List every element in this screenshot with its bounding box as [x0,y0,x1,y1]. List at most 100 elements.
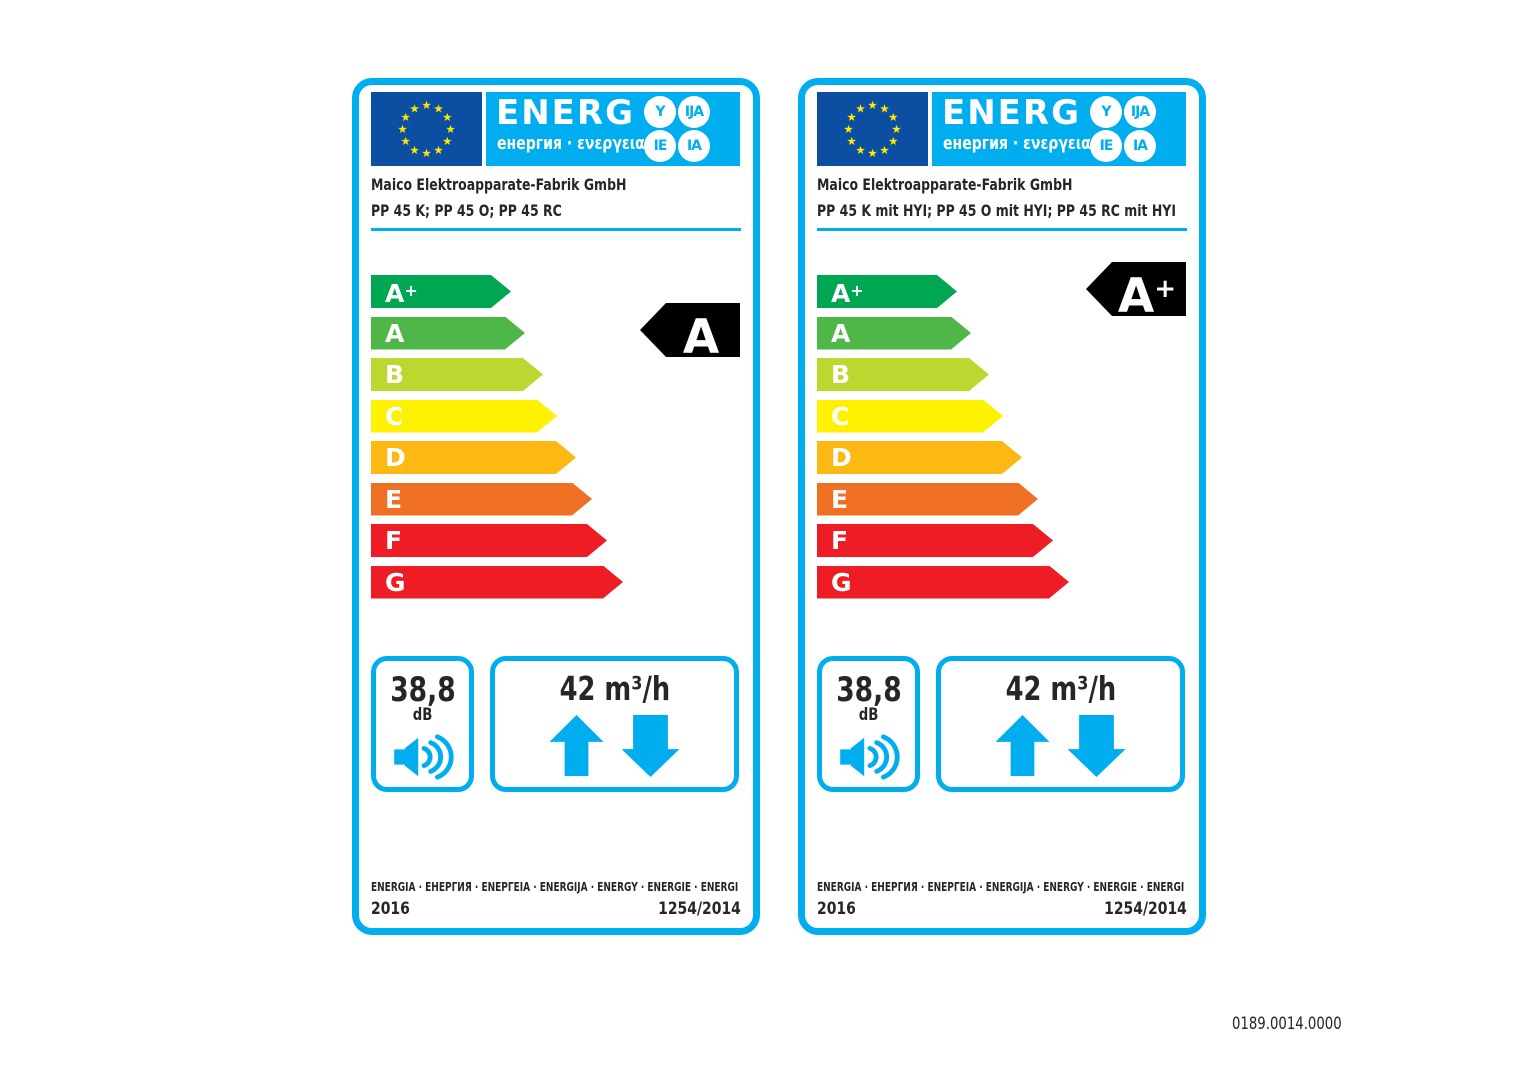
eu-star-icon: ★ [409,101,419,115]
scale-grade-label: E [831,484,849,514]
eu-star-icon: ★ [855,101,865,115]
eu-flag-icon: ★ ★★★★★★★★★★★ [817,92,928,166]
eu-star-icon: ★ [442,110,452,124]
footer-meta: 2016 1254/2014 [817,899,1187,919]
eu-flag-background [817,92,928,166]
eu-star-icon: ★ [888,110,898,124]
speaker-icon [393,734,454,780]
noise-box: 38,8 dB [817,656,920,792]
scale-bar-a: A [817,317,971,350]
scale-grade-label: B [831,360,851,389]
rating-letter: A [682,310,720,365]
eu-star-icon: ★ [401,134,411,148]
lang-circle-ia: IA [1124,130,1156,162]
airflow-box: 42 m³/h [490,656,739,792]
scale-grade-label: G [385,567,406,597]
airflow-box: 42 m³/h [936,656,1185,792]
label-year: 2016 [371,899,410,919]
lang-circle-y: Y [1090,96,1122,128]
eu-star-icon: ★ [442,134,452,148]
scale-grade-label: A+ [385,278,418,308]
scale-grade-label: E [385,484,403,514]
energy-label-left: ★ ★ ★ ★ ★ ★ ★ ★ ★ ★ ★ ★ ENERG енергия · ενεργεια Y … [352,78,760,935]
rating-arrow: A [640,303,740,357]
energ-subtitle: енергия · ενεργεια [943,133,1091,154]
scale-bar-aplus: A+ [817,275,957,308]
lang-circle-y: Y [644,96,676,128]
arrow-down-icon [1067,715,1126,777]
arrow-down-icon [621,715,680,777]
airflow-value: 42 m³/h [1005,669,1116,708]
energ-title: ENERG [496,93,635,133]
energ-title: ENERG [942,93,1081,133]
scale-grade-label: A [385,318,405,348]
noise-value: 38,8 [389,670,456,710]
header-divider [371,228,741,231]
eu-star-icon: ★ [867,146,877,160]
lang-circle-ija: IJA [1124,96,1156,128]
supplier-name: Maico Elektroapparate-Fabrik GmbH [371,175,627,194]
model-names: PP 45 K; PP 45 O; PP 45 RC [371,201,562,220]
noise-unit: dB [412,705,433,725]
scale-bar-aplus: A+ [371,275,511,308]
eu-star-icon: ★ [879,143,889,157]
arrow-up-icon [995,715,1050,776]
eu-flag-background [371,92,482,166]
model-names: PP 45 K mit HYI; PP 45 O mit HYI; PP 45 … [817,201,1176,220]
scale-bar-c: C [817,400,1003,433]
eu-star-icon: ★ [433,143,443,157]
scale-bar-a: A [371,317,525,350]
scale-grade-label: G [831,567,852,597]
scale-bar-d: D [371,441,576,474]
scale-bar-f: F [817,524,1053,557]
languages-line: ENERGIA · ЕНЕРГИЯ · ΕΝΕΡΓΕΙΑ · ENERGIJA … [817,880,1185,894]
scale-grade-label: B [385,360,405,389]
eu-star-icon: ★ [421,146,431,160]
scale-grade-label: F [385,526,403,555]
scale-bar-g: G [371,566,623,599]
eu-flag-icon: ★ ★★★★★★★★★★★ [371,92,482,166]
eu-star-icon: ★ [409,143,419,157]
eu-star-icon: ★ [867,98,877,112]
scale-grade-label: C [831,401,850,431]
eu-star-icon: ★ [891,122,901,136]
efficiency-scale: A+ A B C D E F G [371,275,631,607]
energ-logo: ENERG енергия · ενεργεια Y IJA IE IA [486,92,740,166]
airflow-arrows [995,715,1126,777]
scale-bar-e: E [371,483,592,516]
energ-subtitle: енергия · ενεργεια [497,133,645,154]
lang-circle-ija: IJA [678,96,710,128]
label-year: 2016 [817,899,856,919]
rating-arrow: A+ [1086,262,1186,316]
eu-star-icon: ★ [445,122,455,136]
scale-bar-e: E [817,483,1038,516]
header-divider [817,228,1187,231]
scale-grade-label: A [831,318,851,348]
eu-star-icon: ★ [847,134,857,148]
eu-star-icon: ★ [888,134,898,148]
energ-logo: ENERG енергия · ενεργεια Y IJA IE IA [932,92,1186,166]
scale-bar-d: D [817,441,1022,474]
scale-grade-label: A+ [831,278,864,308]
lang-circle-ie: IE [1090,130,1122,162]
eu-star-icon: ★ [855,143,865,157]
noise-value: 38,8 [835,670,902,710]
eu-star-icon: ★ [879,101,889,115]
scale-grade-label: C [385,401,404,431]
airflow-arrows [549,715,680,777]
scale-bar-g: G [817,566,1069,599]
scale-bar-f: F [371,524,607,557]
noise-unit: dB [858,705,879,725]
document-code: 0189.0014.0000 [1232,1014,1342,1034]
eu-star-icon: ★ [421,98,431,112]
eu-star-icon: ★ [401,110,411,124]
eu-star-icon: ★ [397,122,407,136]
supplier-name: Maico Elektroapparate-Fabrik GmbH [817,175,1073,194]
scale-grade-label: D [385,443,406,472]
eu-star-icon: ★ [433,101,443,115]
lang-circle-ie: IE [644,130,676,162]
arrow-up-icon [549,715,604,776]
speaker-icon [839,734,900,780]
lang-circle-ia: IA [678,130,710,162]
rating-plus: + [1154,274,1177,304]
